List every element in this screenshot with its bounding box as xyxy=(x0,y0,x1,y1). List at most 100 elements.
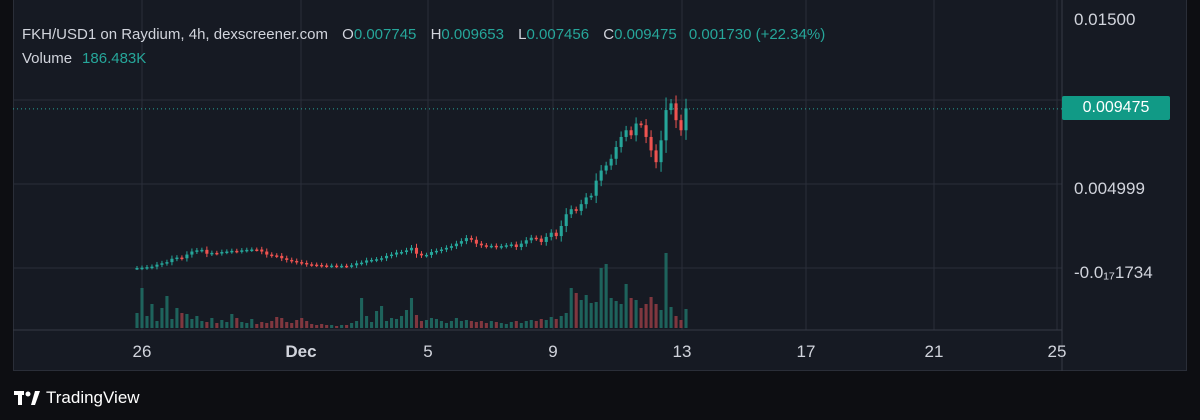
candle-body[interactable] xyxy=(265,252,268,255)
candle-body[interactable] xyxy=(500,246,503,248)
candle-body[interactable] xyxy=(495,246,498,248)
candle-body[interactable] xyxy=(610,159,613,166)
candle-body[interactable] xyxy=(679,120,682,130)
candle-body[interactable] xyxy=(535,238,538,240)
candle-body[interactable] xyxy=(530,238,533,241)
candle-body[interactable] xyxy=(645,125,648,137)
candle-body[interactable] xyxy=(575,209,578,211)
candle-body[interactable] xyxy=(340,266,343,268)
candle-body[interactable] xyxy=(450,246,453,248)
candle-body[interactable] xyxy=(565,214,568,226)
candle-body[interactable] xyxy=(395,253,398,255)
candle-body[interactable] xyxy=(440,250,443,252)
candle-body[interactable] xyxy=(300,262,303,264)
candle-body[interactable] xyxy=(570,209,573,214)
candle-body[interactable] xyxy=(160,263,163,265)
candle-body[interactable] xyxy=(664,110,667,140)
candle-body[interactable] xyxy=(455,244,458,247)
candle-body[interactable] xyxy=(415,248,418,254)
candle-body[interactable] xyxy=(370,260,373,262)
candle-body[interactable] xyxy=(215,253,218,255)
candle-body[interactable] xyxy=(630,130,633,135)
candle-body[interactable] xyxy=(480,244,483,246)
candle-body[interactable] xyxy=(145,267,148,269)
candle-body[interactable] xyxy=(590,196,593,198)
candle-body[interactable] xyxy=(650,137,653,150)
candle-body[interactable] xyxy=(460,241,463,244)
candle-body[interactable] xyxy=(310,264,313,266)
candle-body[interactable] xyxy=(360,263,363,265)
candle-body[interactable] xyxy=(545,237,548,242)
candle-body[interactable] xyxy=(540,239,543,242)
candle-body[interactable] xyxy=(585,197,588,204)
candlestick-chart[interactable]: 26Dec59131721250.015000.0099990.004999-0… xyxy=(0,0,1200,371)
candle-body[interactable] xyxy=(195,250,198,252)
candle-body[interactable] xyxy=(355,263,358,265)
candle-body[interactable] xyxy=(390,255,393,257)
candle-body[interactable] xyxy=(400,252,403,254)
candle-body[interactable] xyxy=(190,252,193,255)
candle-body[interactable] xyxy=(135,268,138,270)
candle-body[interactable] xyxy=(615,147,618,159)
candle-body[interactable] xyxy=(635,124,638,136)
candle-body[interactable] xyxy=(240,250,243,252)
candle-body[interactable] xyxy=(330,266,333,268)
tradingview-brand[interactable]: TradingView xyxy=(14,388,140,408)
candle-body[interactable] xyxy=(325,265,328,267)
candle-body[interactable] xyxy=(345,266,348,268)
candle-body[interactable] xyxy=(525,240,528,243)
candle-body[interactable] xyxy=(580,204,583,211)
candle-body[interactable] xyxy=(210,253,213,255)
candle-body[interactable] xyxy=(280,256,283,258)
candle-body[interactable] xyxy=(270,255,273,257)
candle-body[interactable] xyxy=(505,245,508,247)
candle-body[interactable] xyxy=(275,255,278,257)
candle-body[interactable] xyxy=(515,244,518,247)
candle-body[interactable] xyxy=(560,226,563,236)
candle-body[interactable] xyxy=(320,265,323,267)
candle-body[interactable] xyxy=(220,252,223,254)
candle-body[interactable] xyxy=(365,260,368,262)
candle-body[interactable] xyxy=(140,268,143,270)
candle-body[interactable] xyxy=(435,251,438,253)
candle-body[interactable] xyxy=(659,140,662,162)
candle-body[interactable] xyxy=(520,244,523,247)
candle-body[interactable] xyxy=(170,259,173,262)
candle-body[interactable] xyxy=(420,254,423,256)
candle-body[interactable] xyxy=(620,137,623,147)
candle-body[interactable] xyxy=(350,265,353,267)
candle-body[interactable] xyxy=(445,248,448,250)
candle-body[interactable] xyxy=(205,250,208,254)
candle-body[interactable] xyxy=(250,250,253,252)
candle-body[interactable] xyxy=(175,258,178,260)
candle-body[interactable] xyxy=(550,233,553,237)
candle-body[interactable] xyxy=(305,263,308,265)
candle-body[interactable] xyxy=(465,238,468,241)
candle-body[interactable] xyxy=(555,233,558,236)
candle-body[interactable] xyxy=(255,250,258,252)
candle-body[interactable] xyxy=(260,250,263,252)
candle-body[interactable] xyxy=(684,108,687,130)
candle-body[interactable] xyxy=(290,260,293,262)
candle-body[interactable] xyxy=(380,258,383,260)
candle-body[interactable] xyxy=(625,130,628,137)
candle-body[interactable] xyxy=(655,150,658,162)
candle-body[interactable] xyxy=(155,265,158,267)
candle-body[interactable] xyxy=(410,248,413,251)
candle-body[interactable] xyxy=(640,124,643,126)
candle-body[interactable] xyxy=(230,251,233,253)
candle-body[interactable] xyxy=(600,171,603,181)
candle-body[interactable] xyxy=(150,267,153,269)
candle-body[interactable] xyxy=(669,103,672,110)
candle-body[interactable] xyxy=(385,256,388,258)
candle-body[interactable] xyxy=(405,250,408,252)
candle-body[interactable] xyxy=(185,255,188,259)
candle-body[interactable] xyxy=(595,181,598,196)
candle-body[interactable] xyxy=(674,103,677,120)
candle-body[interactable] xyxy=(425,255,428,257)
candle-body[interactable] xyxy=(200,250,203,252)
candle-body[interactable] xyxy=(235,251,238,253)
candle-body[interactable] xyxy=(225,252,228,254)
candle-body[interactable] xyxy=(295,261,298,263)
candle-body[interactable] xyxy=(510,244,513,246)
